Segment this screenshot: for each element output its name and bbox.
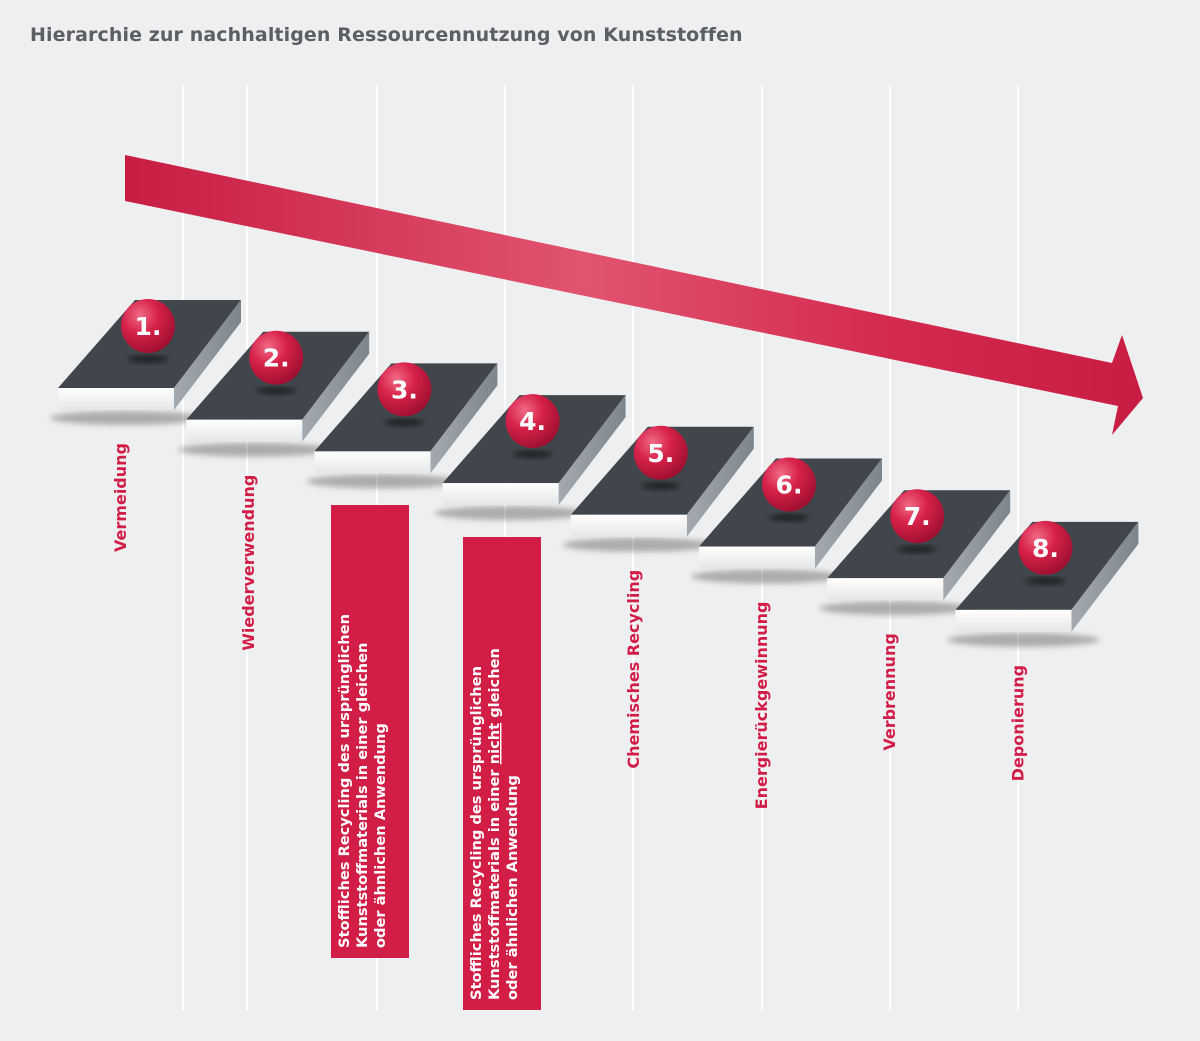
- step-2: 2.: [178, 330, 370, 457]
- ball-shadow: [384, 418, 425, 426]
- step-label: Chemisches Recycling: [624, 570, 643, 769]
- step-shadow: [434, 506, 587, 521]
- step-number: 8.: [1032, 534, 1059, 563]
- step-3: 3.: [306, 362, 498, 489]
- step-front-face: [699, 546, 815, 569]
- highlight-box-line: oder ähnlichen Anwendung: [372, 723, 389, 948]
- highlight-box-3: Stoffliches Recycling des ursprünglichen…: [331, 505, 409, 958]
- step-label: Deponierung: [1008, 665, 1027, 781]
- number-ball: [1018, 520, 1073, 575]
- step-8: 8.: [947, 520, 1139, 647]
- step-shadow: [50, 411, 202, 425]
- step-front-face: [186, 419, 303, 442]
- number-ball: [249, 330, 304, 385]
- step-1: 1.: [50, 299, 241, 425]
- highlight-box-bg: [331, 505, 409, 958]
- step-number: 5.: [647, 439, 674, 468]
- step-shadow: [691, 569, 843, 584]
- step-shadow: [306, 474, 459, 489]
- step-number: 3.: [391, 375, 418, 404]
- step-shadow: [178, 442, 331, 457]
- number-ball: [890, 489, 945, 544]
- number-ball: [505, 394, 560, 449]
- step-number: 1.: [135, 312, 162, 341]
- highlight-box-line: Stoffliches Recycling des ursprünglichen: [336, 614, 353, 948]
- step-label: Wiederverwendung: [239, 475, 258, 651]
- step-side-face: [943, 490, 1011, 601]
- step-front-face: [827, 578, 944, 601]
- step-6: 6.: [691, 457, 882, 584]
- step-side-face: [815, 458, 882, 569]
- step-7: 7.: [819, 489, 1011, 616]
- step-label: Energierückgewinnung: [752, 602, 771, 810]
- ball-shadow: [256, 387, 297, 395]
- step-side-face: [302, 331, 370, 442]
- ball-shadow: [128, 355, 168, 363]
- ball-shadow: [640, 482, 681, 490]
- highlight-box-line: oder ähnlichen Anwendung: [504, 775, 521, 1000]
- down-arrow-shape: [125, 155, 1143, 435]
- step-number: 6.: [776, 471, 803, 500]
- highlight-box-line: Kunststoffmaterials in einer gleichen: [354, 643, 371, 948]
- step-front-face: [314, 451, 431, 474]
- trend-arrow: [125, 155, 1143, 435]
- number-ball: [762, 457, 816, 512]
- step-side-face: [686, 426, 754, 537]
- number-ball: [121, 299, 175, 353]
- step-side-face: [1071, 521, 1139, 632]
- step-number: 7.: [904, 502, 931, 531]
- step-side-face: [174, 300, 241, 410]
- step-shadow: [947, 632, 1100, 647]
- ball-shadow: [512, 450, 553, 458]
- step-front-face: [58, 388, 174, 410]
- step-front-face: [442, 483, 559, 506]
- step-label: Vermeidung: [111, 443, 130, 552]
- page-title: Hierarchie zur nachhaltigen Ressourcennu…: [30, 24, 743, 46]
- step-shadow: [819, 601, 972, 616]
- step-shadow: [562, 537, 715, 552]
- ball-shadow: [1025, 577, 1066, 585]
- step-label: Verbrennung: [880, 633, 899, 750]
- number-ball: [633, 425, 688, 480]
- ball-shadow: [897, 545, 938, 553]
- step-number: 2.: [263, 344, 290, 373]
- step-4: 4.: [434, 394, 626, 521]
- step-front-face: [955, 609, 1072, 632]
- number-ball: [377, 362, 432, 417]
- step-side-face: [430, 363, 498, 474]
- step-front-face: [570, 514, 687, 537]
- highlight-box-line: Stoffliches Recycling des ursprünglichen: [468, 666, 485, 1000]
- steps: 1. 2. 3. 4. 5. 6. 7. 8.: [50, 299, 1139, 647]
- highlight-box-bg: [463, 537, 541, 1010]
- highlight-box-4: Stoffliches Recycling des ursprünglichen…: [463, 537, 541, 1010]
- highlight-box-line: Kunststoffmaterials in einer nicht gleic…: [486, 648, 503, 1000]
- step-5: 5.: [562, 425, 754, 552]
- ball-shadow: [769, 514, 809, 521]
- step-side-face: [558, 395, 626, 506]
- step-number: 4.: [519, 407, 546, 436]
- step-labels: Vermeidung Wiederverwendung Stoffliches Re…: [111, 443, 1027, 1010]
